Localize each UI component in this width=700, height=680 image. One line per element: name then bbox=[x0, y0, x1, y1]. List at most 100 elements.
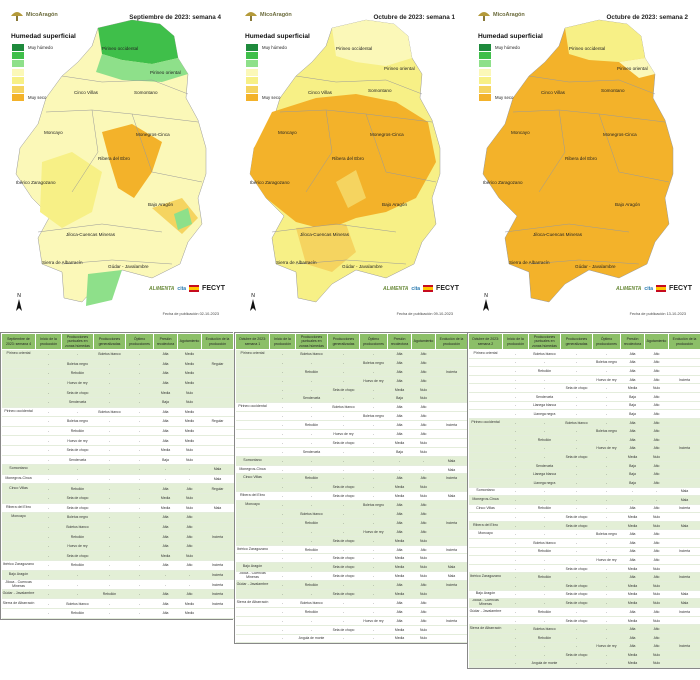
zone-cell: Ibérico Zaragozano bbox=[235, 545, 270, 555]
table-cell: Baja bbox=[620, 461, 645, 471]
table-cell: - bbox=[153, 570, 178, 581]
table-cell: - bbox=[502, 642, 529, 652]
zone-cell bbox=[235, 518, 270, 528]
zone-cell bbox=[1, 387, 36, 398]
table-cell: - bbox=[295, 376, 328, 386]
table-cell: Alto bbox=[177, 483, 202, 494]
table-row: Monegros-Cinca - - - - - - Mala bbox=[468, 495, 700, 505]
table-cell: Rebollón bbox=[295, 545, 328, 555]
table-cell: Angula de monte bbox=[295, 634, 328, 644]
table-cell: - bbox=[592, 495, 621, 505]
table-cell bbox=[201, 407, 234, 418]
table-header: Óptimo producciones bbox=[359, 333, 388, 350]
table-cell bbox=[668, 366, 700, 376]
legend-low: Muy seco bbox=[28, 95, 47, 101]
table-cell: Boletus bianco bbox=[93, 349, 126, 360]
table-cell: Nulo bbox=[411, 553, 436, 564]
table-row: Ibérico Zaragozano - Rebollón - - Alta Alto Inc… bbox=[1, 560, 234, 571]
table-row: - - Seta de chopo - Media Nulo bbox=[235, 385, 468, 395]
zone-cell: Monegros-Cinca bbox=[1, 474, 36, 485]
table-cell: - bbox=[359, 393, 388, 404]
table-row: - Rebollón - - Alta Alto Incierta bbox=[235, 518, 468, 528]
table-cell: Media bbox=[387, 482, 412, 493]
table-row: - Boletus negro - - Alta Medio Regular bbox=[1, 416, 234, 427]
table-cell: - bbox=[125, 512, 154, 523]
table-cell: Seta de chopo bbox=[327, 589, 360, 599]
table-cell: Incierta bbox=[668, 444, 700, 454]
fecyt-logo: FECYT bbox=[202, 285, 225, 292]
table-cell bbox=[435, 438, 468, 448]
zone-cell bbox=[1, 531, 36, 542]
zone-cell bbox=[468, 538, 503, 548]
table-cell: - bbox=[125, 570, 154, 581]
zone-cell bbox=[468, 616, 503, 626]
table-cell: - bbox=[502, 478, 529, 488]
table-cell: Incierta bbox=[201, 579, 234, 590]
spain-flag-icon bbox=[423, 285, 434, 292]
table-header: Evolución de la producción bbox=[201, 333, 234, 350]
table-cell: - bbox=[269, 349, 296, 359]
table-cell: Incierta bbox=[668, 547, 700, 557]
table-cell: - bbox=[295, 385, 328, 395]
table-cell: - bbox=[528, 512, 561, 522]
table-cell: - bbox=[61, 579, 94, 590]
sponsor-logos: ALiMENTA cita FECYT bbox=[616, 285, 692, 292]
table-cell: - bbox=[125, 522, 154, 533]
zone-cell: Moncayo bbox=[468, 529, 503, 540]
panel-week-1: MicoAragón Septiembre de 2023: semana 4 … bbox=[0, 0, 234, 680]
table-cell: - bbox=[592, 461, 621, 471]
table-row: - - - Boletus negro Alta Alto bbox=[235, 411, 468, 422]
legend: Muy húmedo Muy seco bbox=[479, 43, 520, 102]
table-cell: - bbox=[125, 359, 154, 370]
table-header: Septiembre de 2023: semana 4 bbox=[1, 333, 36, 350]
table-cell: - bbox=[269, 376, 296, 386]
table-cell: - bbox=[35, 464, 62, 475]
table-cell: - bbox=[592, 521, 621, 531]
table-cell: Mala bbox=[668, 598, 700, 609]
table-cell: Nulo bbox=[177, 397, 202, 408]
table-cell: Baja bbox=[620, 469, 645, 479]
table-cell: - bbox=[560, 426, 593, 436]
table-cell: - bbox=[269, 536, 296, 546]
table-cell: - bbox=[93, 483, 126, 494]
table-row: Cinco Villas - Rebollón - - Alta Alto Incierta bbox=[235, 473, 468, 484]
table-cell: Media bbox=[387, 553, 412, 564]
table-cell: Rebollón bbox=[528, 633, 561, 643]
table-cell: - bbox=[177, 474, 202, 485]
table-row: - Senderuela - - Baja Alto bbox=[468, 461, 700, 471]
table-cell: - bbox=[359, 607, 388, 617]
table-header: Presión recolectora bbox=[387, 333, 412, 350]
table-cell: - bbox=[560, 572, 593, 583]
zone-cell bbox=[1, 359, 36, 370]
table-row: - Rebollón - - Alta Alto Incierta bbox=[235, 367, 468, 377]
region-label: Somontano bbox=[368, 88, 392, 93]
table-cell bbox=[435, 536, 468, 546]
table-cell: - bbox=[269, 456, 296, 466]
table-cell: Alto bbox=[644, 504, 669, 514]
table-cell: Alta bbox=[153, 426, 178, 437]
table-cell bbox=[668, 529, 700, 540]
zone-cell bbox=[1, 416, 36, 427]
zone-cell: Somontano bbox=[468, 487, 503, 497]
table-cell: - bbox=[327, 465, 360, 475]
table-cell: Incierta bbox=[435, 420, 468, 431]
table-cell: - bbox=[93, 378, 126, 389]
table-row: - Llanega negra - - Baja Alto bbox=[468, 478, 700, 488]
zone-cell bbox=[1, 426, 36, 437]
table-cell: - bbox=[35, 474, 62, 485]
zone-cell bbox=[468, 555, 503, 565]
table-cell: Seta de chopo bbox=[560, 581, 593, 591]
table-cell: Huevo de rey bbox=[61, 435, 94, 446]
table-cell: Rebollón bbox=[61, 608, 94, 619]
table-row: Ribera del Ebro - - Seta de chopo - Media Nulo… bbox=[468, 521, 700, 531]
table-cell: Alto bbox=[177, 589, 202, 600]
table-cell: Alta bbox=[620, 444, 645, 454]
legend-low: Muy seco bbox=[495, 95, 514, 101]
micoaragon-logo: MicoAragón bbox=[244, 10, 292, 22]
zone-cell bbox=[468, 547, 503, 557]
table-row: - Rebollón - - Alta Medio bbox=[1, 608, 234, 619]
cita-logo: cita bbox=[644, 285, 654, 292]
table-row: - - Seta de chopo - Media Nulo bbox=[468, 616, 700, 626]
table-cell: - bbox=[560, 478, 593, 488]
table-cell: Huevo de rey bbox=[61, 541, 94, 552]
